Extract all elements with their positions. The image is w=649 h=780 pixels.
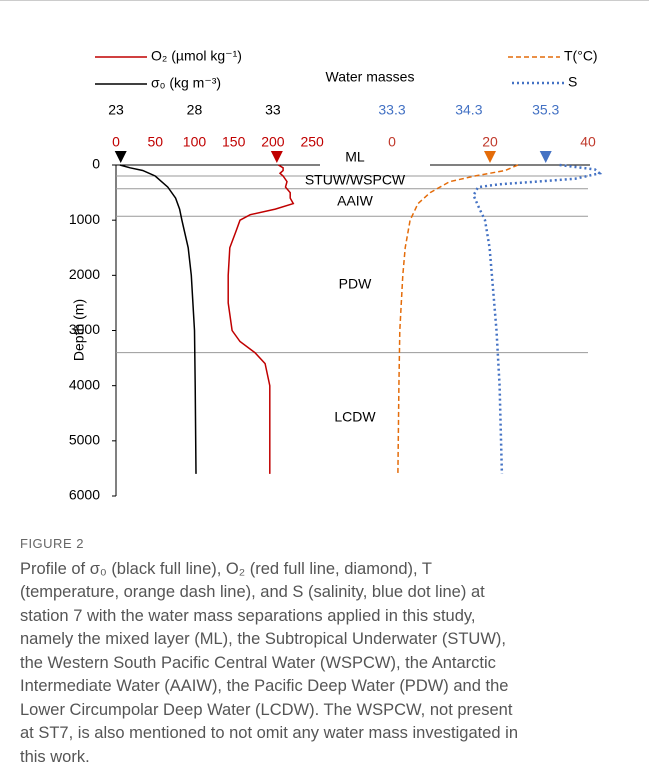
x-tick-label: 33	[265, 102, 281, 118]
caption: FIGURE 2 Profile of σ₀ (black full line)…	[20, 532, 640, 769]
profile-line	[472, 163, 603, 474]
water-mass-label: STUW/WSPCW	[305, 172, 406, 188]
caption-line: Intermediate Water (AAIW), the Pacific D…	[20, 677, 509, 695]
y-axis-label: Depth (m)	[71, 299, 87, 361]
caption-line: (temperature, orange dash line), and S (…	[20, 583, 485, 601]
x-tick-label: 200	[261, 134, 285, 150]
profile-line	[397, 164, 519, 474]
surface-arrow	[114, 151, 127, 163]
y-tick-label: 4000	[69, 376, 100, 392]
chart: Water masses Depth (m) 01000200030004000…	[0, 0, 649, 503]
water-mass-label: LCDW	[334, 409, 376, 425]
caption-line: station 7 with the water mass separation…	[20, 606, 476, 625]
x-tick-label: 150	[222, 134, 246, 150]
water-mass-label: ML	[345, 149, 365, 165]
surface-arrow	[484, 151, 496, 163]
caption-line: namely the mixed layer (ML), the Subtrop…	[20, 630, 506, 648]
surface-arrow	[539, 151, 552, 163]
x-tick-label: 100	[183, 134, 207, 150]
x-tick-label: 0	[112, 134, 120, 150]
legend-label: σ₀ (kg m⁻³)	[151, 75, 221, 91]
y-tick-label: 0	[92, 156, 100, 172]
profile-line	[119, 164, 197, 474]
caption-line: Lower Circumpolar Deep Water (LCDW). The…	[20, 700, 513, 719]
x-tick-label: 40	[580, 134, 596, 150]
caption-line: this work.	[20, 747, 90, 766]
legend-label: S	[568, 74, 577, 90]
surface-arrow	[270, 151, 283, 163]
x-tick-label: 0	[388, 134, 396, 150]
y-tick-label: 3000	[69, 321, 100, 337]
y-tick-label: 5000	[69, 432, 100, 448]
x-tick-label: 20	[482, 134, 498, 150]
caption-line: Profile of σ₀ (black full line), O₂ (red…	[20, 559, 432, 578]
y-tick-label: 6000	[69, 487, 100, 503]
x-tick-label: 23	[108, 102, 124, 118]
water-mass-label: AAIW	[337, 193, 374, 209]
caption-line: the Western South Pacific Central Water …	[20, 653, 496, 672]
y-tick-label: 1000	[69, 211, 100, 227]
x-tick-label: 33.3	[378, 102, 405, 118]
chart-title: Water masses	[326, 69, 415, 85]
caption-line: at ST7, is also mentioned to not omit an…	[20, 724, 518, 742]
caption-label: FIGURE 2	[20, 536, 84, 551]
x-tick-label: 34.3	[455, 102, 482, 118]
x-tick-label: 35.3	[532, 102, 559, 118]
legend-label: O₂ (µmol kg⁻¹)	[151, 48, 242, 64]
x-tick-label: 250	[300, 134, 324, 150]
water-mass-label: PDW	[339, 276, 372, 292]
y-tick-label: 2000	[69, 266, 100, 282]
x-tick-label: 28	[187, 102, 203, 118]
legend-label: T(°C)	[564, 48, 598, 64]
x-tick-label: 50	[147, 134, 163, 150]
profile-line	[227, 164, 295, 474]
